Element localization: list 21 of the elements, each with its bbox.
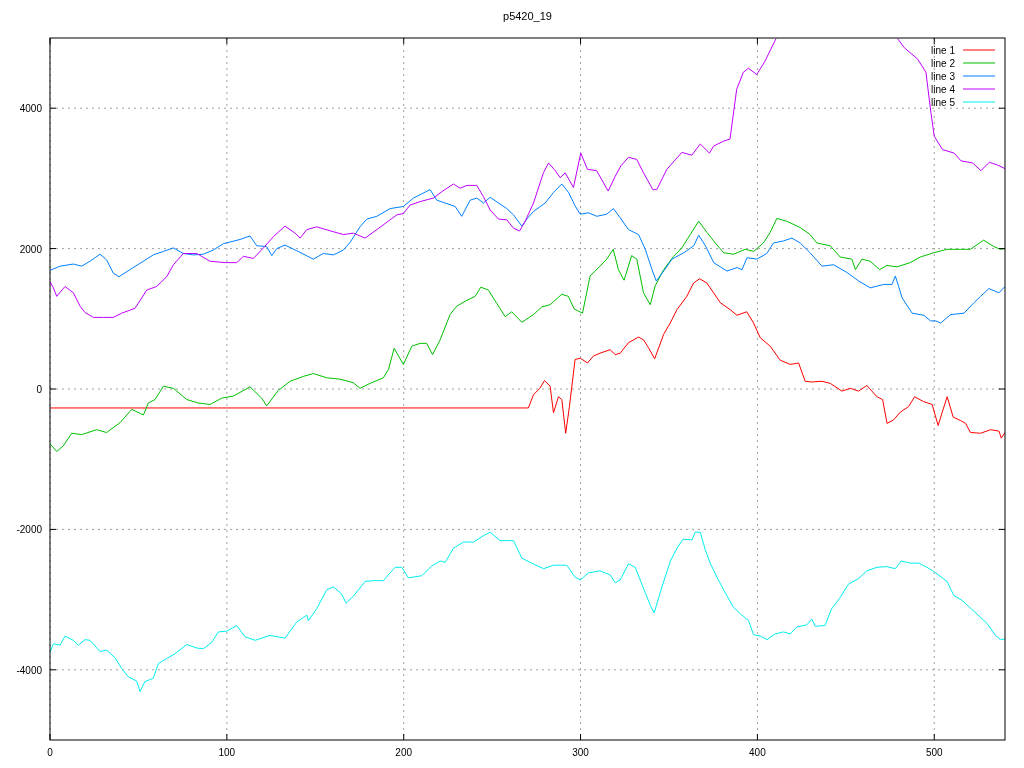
chart-title: p5420_19 [503,10,552,22]
y-tick-label: 4000 [19,103,43,115]
legend-label: line 1 [931,45,956,56]
line-series [50,278,1005,439]
x-tick-label: 100 [218,747,236,758]
x-tick-label: 300 [572,747,590,758]
line-series [50,531,1005,693]
legend-label: line 4 [931,84,956,95]
x-tick-label: 400 [749,747,767,758]
x-tick-label: 500 [925,747,944,758]
y-tick-label: -2000 [16,524,43,536]
legend-label: line 3 [931,71,956,82]
y-tick-label: 2000 [19,243,43,255]
y-tick-label: -4000 [16,664,43,676]
y-tick-label: 0 [36,384,43,395]
line-series [50,217,1005,452]
x-tick-label: 0 [47,747,54,758]
legend-label: line 5 [931,97,956,108]
line-series [50,183,1005,324]
x-tick-label: 200 [395,747,413,758]
legend-label: line 2 [931,58,956,69]
